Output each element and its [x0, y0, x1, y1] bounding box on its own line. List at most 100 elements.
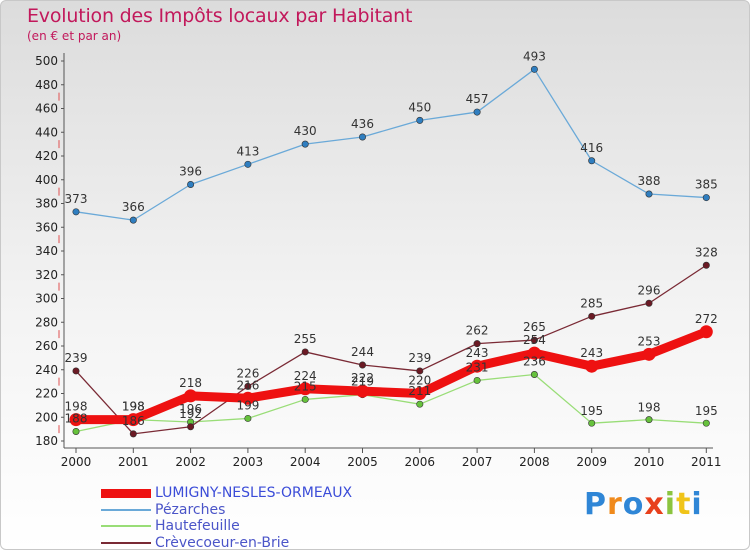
data-label-cr-vecoeur-en-brie: 328 [695, 245, 718, 259]
series-line-p-zarches [75, 68, 707, 221]
data-label-cr-vecoeur-en-brie: 239 [408, 351, 431, 365]
y-tick-label: 200 [35, 410, 58, 424]
point-cr-vecoeur-en-brie-2005 [358, 361, 366, 369]
y-tick-label: 240 [35, 363, 58, 377]
logo-letter: o [622, 487, 645, 522]
data-label-cr-vecoeur-en-brie: 285 [580, 296, 603, 310]
y-tick-label: 180 [35, 434, 58, 448]
data-label-hautefeuille: 198 [638, 401, 661, 415]
data-label-hautefeuille: 195 [580, 404, 603, 418]
point-lumigny-nesles-ormeaux-2004 [298, 382, 312, 396]
point-cr-vecoeur-en-brie-2000 [72, 367, 80, 375]
series-lines [69, 65, 713, 438]
y-tick-label: 460 [35, 102, 58, 116]
data-label-cr-vecoeur-en-brie: 265 [523, 320, 546, 334]
point-lumigny-nesles-ormeaux-2001 [126, 413, 140, 427]
point-lumigny-nesles-ormeaux-2011 [699, 325, 713, 339]
data-label-hautefeuille: 236 [523, 355, 546, 369]
data-label-p-zarches: 450 [408, 100, 431, 114]
data-label-lumigny-nesles-ormeaux: 220 [408, 374, 431, 388]
point-lumigny-nesles-ormeaux-2000 [69, 413, 83, 427]
point-p-zarches-2006 [416, 116, 424, 124]
point-p-zarches-2001 [129, 216, 137, 224]
data-label-hautefeuille: 195 [695, 404, 718, 418]
point-p-zarches-2010 [645, 190, 653, 198]
point-cr-vecoeur-en-brie-2010 [645, 299, 653, 307]
x-tick-label: 2002 [175, 455, 206, 469]
point-p-zarches-2004 [301, 140, 309, 148]
data-label-p-zarches: 436 [351, 117, 374, 131]
data-label-hautefeuille: 199 [236, 398, 259, 412]
x-tick-label: 2003 [233, 455, 264, 469]
y-tick-label: 420 [35, 149, 58, 163]
point-hautefeuille-2011 [702, 419, 710, 427]
data-label-p-zarches: 457 [466, 92, 489, 106]
point-cr-vecoeur-en-brie-2003 [244, 382, 252, 390]
logo-letter: P [584, 487, 607, 522]
point-lumigny-nesles-ormeaux-2007 [470, 359, 484, 373]
point-p-zarches-2008 [530, 65, 538, 73]
point-lumigny-nesles-ormeaux-2008 [527, 346, 541, 360]
y-tick-label: 340 [35, 244, 58, 258]
proxiti-logo: Proxiti [584, 487, 703, 522]
point-hautefeuille-2004 [301, 395, 309, 403]
data-label-hautefeuille: 215 [294, 379, 317, 393]
data-label-lumigny-nesles-ormeaux: 218 [179, 376, 202, 390]
data-label-cr-vecoeur-en-brie: 296 [638, 283, 661, 297]
data-label-hautefeuille: 219 [351, 375, 374, 389]
data-label-cr-vecoeur-en-brie: 192 [179, 407, 202, 421]
legend-swatch [101, 525, 151, 527]
data-label-lumigny-nesles-ormeaux: 243 [466, 346, 489, 360]
point-lumigny-nesles-ormeaux-2003 [241, 391, 255, 405]
data-label-p-zarches: 388 [638, 174, 661, 188]
data-label-p-zarches: 493 [523, 49, 546, 63]
series-line-hautefeuille [75, 373, 707, 433]
point-p-zarches-2009 [588, 157, 596, 165]
y-tick-label: 300 [35, 292, 58, 306]
x-tick-label: 2010 [634, 455, 665, 469]
y-tick-label: 500 [35, 54, 58, 68]
y-tick-label: 280 [35, 315, 58, 329]
point-p-zarches-2002 [187, 181, 195, 189]
data-label-hautefeuille: 211 [408, 384, 431, 398]
point-hautefeuille-2010 [645, 416, 653, 424]
logo-letter: i [691, 487, 703, 522]
data-label-hautefeuille: 188 [65, 412, 88, 426]
point-cr-vecoeur-en-brie-2011 [702, 261, 710, 269]
logo-letter: i [664, 487, 677, 522]
series-line-cr-vecoeur-en-brie [75, 264, 707, 435]
point-cr-vecoeur-en-brie-2001 [129, 430, 137, 438]
point-lumigny-nesles-ormeaux-2009 [585, 359, 599, 373]
axes: 180 200 220 240 260 280 300 320 340 360 380 400 420 4… [35, 53, 722, 469]
y-tick-label: 360 [35, 220, 58, 234]
x-tick-label: 2000 [61, 455, 92, 469]
data-label-lumigny-nesles-ormeaux: 198 [122, 400, 145, 414]
data-label-lumigny-nesles-ormeaux: 216 [236, 378, 259, 392]
x-tick-label: 2008 [519, 455, 550, 469]
point-cr-vecoeur-en-brie-2002 [187, 423, 195, 431]
data-labels: 198 198 218 216 224 222 220 243 254 243 253 272 373 3… [65, 49, 718, 428]
x-tick-label: 2006 [405, 455, 436, 469]
data-label-hautefeuille: 196 [179, 402, 202, 416]
point-hautefeuille-2009 [588, 419, 596, 427]
data-label-hautefeuille: 231 [466, 360, 489, 374]
logo-letter: x [644, 487, 665, 522]
legend-swatch [101, 488, 151, 498]
logo-letter: t [676, 487, 692, 522]
data-label-cr-vecoeur-en-brie: 255 [294, 332, 317, 346]
point-p-zarches-2000 [72, 208, 80, 216]
x-tick-label: 2009 [576, 455, 607, 469]
point-cr-vecoeur-en-brie-2006 [416, 367, 424, 375]
data-label-p-zarches: 430 [294, 124, 317, 138]
data-label-lumigny-nesles-ormeaux: 272 [695, 312, 718, 326]
y-tick-label: 400 [35, 173, 58, 187]
y-tick-label: 220 [35, 387, 58, 401]
x-tick-label: 2001 [118, 455, 149, 469]
data-label-lumigny-nesles-ormeaux: 222 [351, 371, 374, 385]
data-label-lumigny-nesles-ormeaux: 254 [523, 333, 546, 347]
data-label-cr-vecoeur-en-brie: 239 [65, 351, 88, 365]
point-hautefeuille-2008 [530, 370, 538, 378]
data-label-p-zarches: 385 [695, 178, 718, 192]
